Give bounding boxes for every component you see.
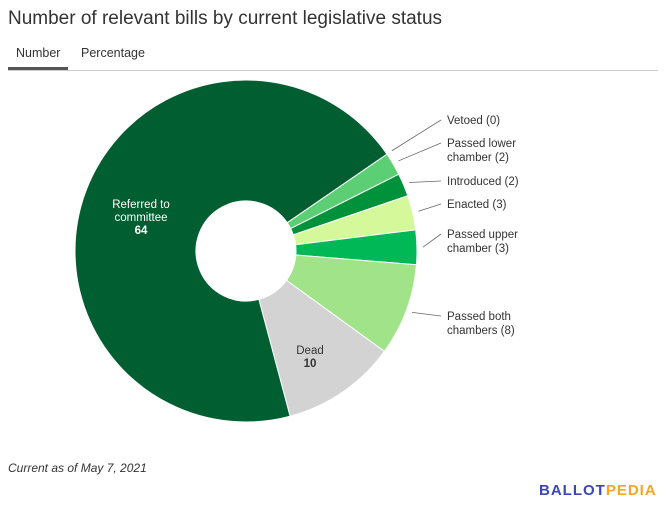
slice-referred-to-committee[interactable] (74, 79, 388, 423)
leader-line-passed-upper-chamber (422, 233, 442, 248)
label-passed-both-chambers: chambers (8) (447, 325, 515, 337)
date-note: Current as of May 7, 2021 (8, 461, 147, 475)
label-passed-lower-chamber: chamber (2) (447, 152, 509, 164)
label-referred-to-committee: Referred to (112, 199, 170, 211)
label-referred-to-committee: committee (114, 212, 167, 224)
ballotpedia-logo: BALLOTPEDIA (539, 482, 657, 499)
view-tabs: Number Percentage (8, 45, 658, 71)
chart-title: Number of relevant bills by current legi… (8, 8, 443, 29)
tab-number[interactable]: Number (8, 46, 69, 70)
label-enacted: Enacted (3) (447, 199, 507, 211)
label-introduced: Introduced (2) (447, 176, 519, 188)
slice-dead[interactable] (258, 279, 386, 417)
leader-line-passed-lower-chamber (398, 142, 442, 162)
label-passed-upper-chamber: Passed upper (447, 229, 518, 241)
leader-line-enacted (418, 203, 442, 212)
label-passed-lower-chamber: Passed lower (447, 138, 516, 150)
label-dead: 10 (304, 358, 317, 370)
label-referred-to-committee: 64 (135, 225, 148, 237)
leader-line-vetoed (391, 119, 442, 152)
leader-line-introduced (409, 180, 442, 183)
logo-part1: BALLOT (539, 482, 606, 499)
label-dead: Dead (296, 345, 324, 357)
label-passed-upper-chamber: chamber (3) (447, 243, 509, 255)
label-vetoed: Vetoed (0) (447, 115, 500, 127)
tab-percentage[interactable]: Percentage (81, 46, 145, 60)
label-passed-both-chambers: Passed both (447, 311, 511, 323)
leader-line-passed-both-chambers (411, 311, 442, 317)
logo-part2: PEDIA (605, 482, 657, 499)
